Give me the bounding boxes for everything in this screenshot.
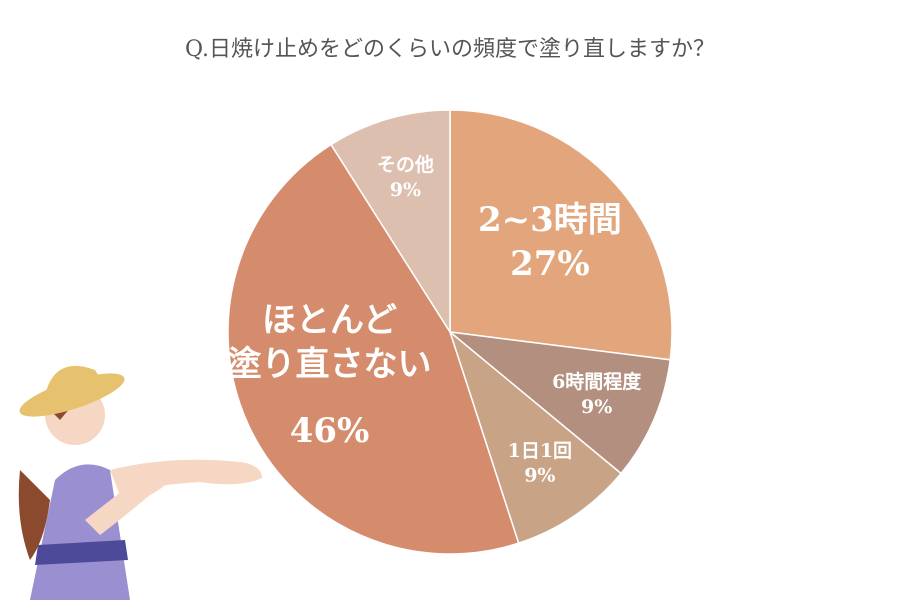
- pie-slice: [448, 329, 623, 545]
- slice-value-label: 46%: [290, 411, 370, 451]
- pie-slice: [449, 109, 673, 361]
- slice-category-label: 1日1回: [508, 440, 572, 462]
- illustration: [18, 365, 262, 600]
- slice-value-label: 9%: [390, 179, 421, 201]
- pie-slice: [330, 109, 451, 335]
- pie-slice: [447, 330, 672, 475]
- chart-title: Q.日焼け止めをどのくらいの頻度で塗り直しますか？: [185, 37, 715, 62]
- slice-category-label: 6時間程度: [552, 370, 642, 393]
- slice-value-label: 9%: [524, 465, 555, 487]
- slice-category-label: ほとんど塗り直さない: [227, 300, 431, 384]
- slice-category-label: 2~3時間: [478, 200, 622, 240]
- slice-value-label: 27%: [510, 244, 590, 284]
- pie-slice: [227, 143, 520, 555]
- slice-value-label: 9%: [581, 396, 612, 418]
- slice-category-label: その他: [377, 153, 434, 176]
